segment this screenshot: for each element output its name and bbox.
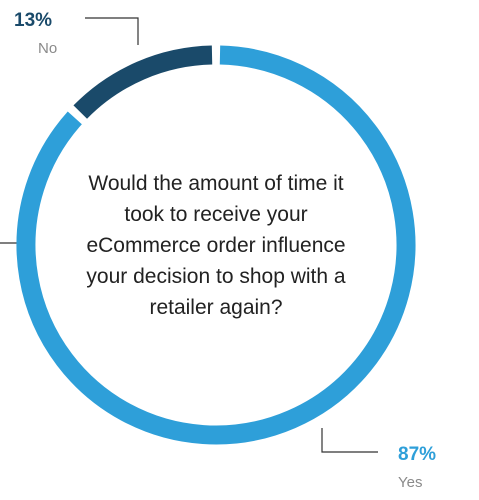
value-label: 13% [14, 10, 52, 31]
category-label: No [38, 40, 57, 57]
leader-lines [0, 17, 378, 453]
chart-title: Would the amount of time it took to rece… [86, 172, 346, 319]
leader-line [85, 17, 139, 45]
donut-slice [73, 45, 213, 119]
value-label: 87% [398, 444, 436, 465]
leader-line [321, 428, 378, 453]
category-label: Yes [398, 474, 422, 491]
donut [16, 45, 416, 445]
donut-slice [16, 45, 416, 445]
